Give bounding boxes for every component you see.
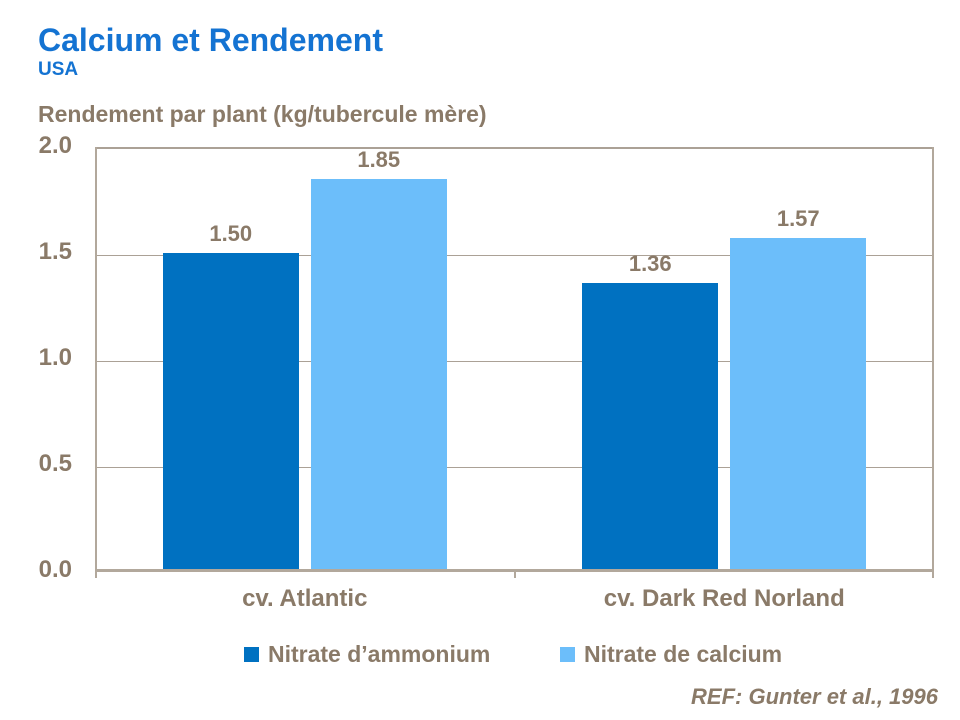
y-axis-line (95, 147, 97, 578)
bar (310, 178, 447, 571)
category-label: cv. Dark Red Norland (603, 585, 845, 612)
bar (162, 253, 299, 571)
page-subtitle: USA (38, 59, 79, 80)
bar (730, 238, 867, 571)
legend-item: Nitrate de calcium (560, 640, 782, 668)
category-label: cv. Atlantic (242, 585, 368, 612)
gridline (95, 361, 934, 362)
y-tick-label: 0.5 (38, 449, 72, 477)
bar (582, 282, 719, 571)
legend-item: Nitrate d’ammonium (244, 640, 490, 668)
plot-right-border (932, 147, 934, 578)
y-tick-label: 1.5 (38, 237, 72, 265)
legend-label: Nitrate de calcium (584, 640, 783, 667)
y-tick-label: 0.0 (38, 555, 72, 583)
gridline (95, 467, 934, 468)
legend-label: Nitrate d’ammonium (268, 640, 491, 667)
bar-value-label: 1.57 (776, 206, 820, 232)
legend-swatch (244, 647, 259, 662)
bar-value-label: 1.50 (209, 221, 253, 246)
page-title: Calcium et Rendement (38, 22, 383, 58)
chart-axis-title: Rendement par plant (kg/tubercule mère) (38, 101, 487, 127)
plot-area: 1.50 1.85 1.36 1.57 (95, 147, 934, 571)
x-axis-tick (514, 571, 516, 578)
y-tick-label: 2.0 (38, 131, 72, 159)
x-axis-line (95, 569, 934, 572)
bar-value-label: 1.36 (628, 250, 672, 276)
reference-note: REF: Gunter et al., 1996 (691, 684, 938, 709)
bar-value-label: 1.85 (357, 146, 401, 172)
y-tick-label: 1.0 (38, 343, 72, 371)
legend-swatch (560, 647, 575, 662)
gridline (95, 255, 934, 256)
